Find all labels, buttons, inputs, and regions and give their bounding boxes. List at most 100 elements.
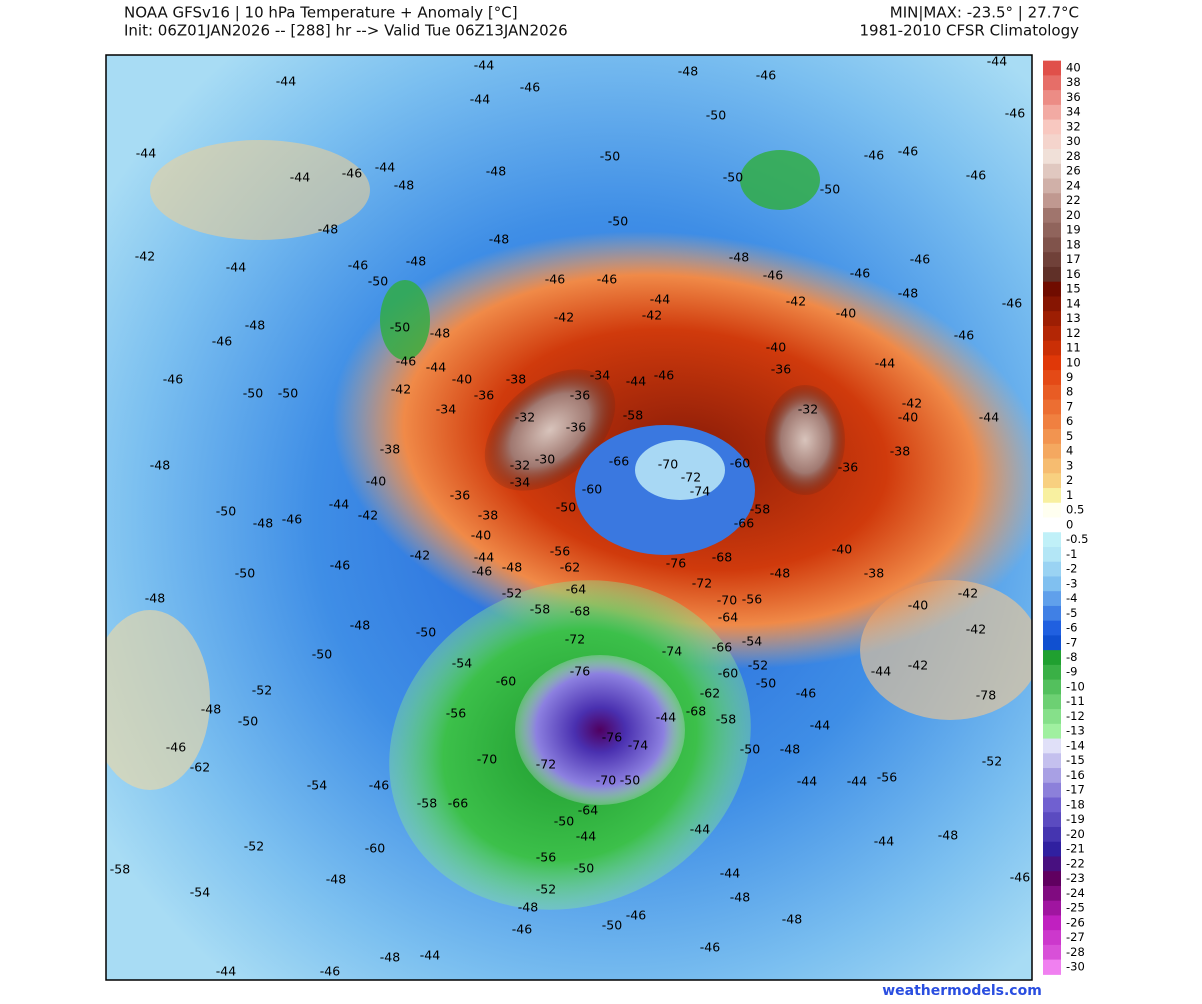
contour-label: -76 <box>666 556 686 571</box>
colorbar-swatch <box>1043 340 1061 356</box>
colorbar-label: -19 <box>1066 812 1085 826</box>
colorbar-swatch <box>1043 782 1061 799</box>
colorbar-swatch <box>1043 252 1061 268</box>
source-link[interactable]: weathermodels.com <box>882 983 1042 999</box>
contour-label: -64 <box>566 582 586 597</box>
contour-label: -50 <box>216 504 236 519</box>
contour-label: -44 <box>797 774 817 789</box>
contour-label: -46 <box>850 266 870 281</box>
contour-label: -52 <box>982 754 1002 769</box>
contour-label: -44 <box>576 829 596 844</box>
colorbar-swatch <box>1043 429 1061 445</box>
colorbar-swatch <box>1043 885 1061 902</box>
contour-label: -50 <box>390 320 410 335</box>
colorbar-label: 0 <box>1066 517 1073 531</box>
contour-label: -48 <box>729 250 749 265</box>
contour-label: -32 <box>798 402 818 417</box>
contour-label: -46 <box>282 512 302 527</box>
contour-label: -38 <box>890 444 910 459</box>
colorbar-label: -4 <box>1066 591 1077 605</box>
min-max: MIN|MAX: -23.5° | 27.7°C <box>890 4 1079 22</box>
contour-label: -60 <box>718 666 738 681</box>
colorbar-swatch <box>1043 900 1061 916</box>
contour-label: -50 <box>602 918 622 933</box>
colorbar-label: -6 <box>1066 621 1077 635</box>
contour-label: -74 <box>662 644 682 659</box>
title: NOAA GFSv16 | 10 hPa Temperature + Anoma… <box>124 4 518 22</box>
contour-label: -44 <box>470 92 490 107</box>
colorbar-swatch <box>1043 414 1061 430</box>
contour-label: -48 <box>326 872 346 887</box>
contour-label: -46 <box>626 908 646 923</box>
contour-label: -58 <box>417 796 437 811</box>
contour-label: -50 <box>278 386 298 401</box>
contour-label: -40 <box>908 598 928 613</box>
colorbar-swatch <box>1043 119 1061 135</box>
contour-label: -72 <box>565 632 585 647</box>
contour-label: -66 <box>448 796 468 811</box>
contour-label: -54 <box>190 885 210 900</box>
colorbar-swatch <box>1043 281 1061 297</box>
colorbar-swatch <box>1043 193 1061 209</box>
contour-label: -38 <box>506 372 526 387</box>
contour-label: -50 <box>620 773 640 788</box>
contour-label: -46 <box>320 964 340 979</box>
contour-label: -66 <box>609 454 629 469</box>
contour-label: -36 <box>450 488 470 503</box>
contour-label: -46 <box>512 922 532 937</box>
contour-label: -50 <box>820 182 840 197</box>
contour-label: -46 <box>545 272 565 287</box>
contour-label: -36 <box>838 460 858 475</box>
colorbar-label: 0.5 <box>1066 503 1084 517</box>
contour-label: -74 <box>690 484 710 499</box>
colorbar-label: 4 <box>1066 444 1073 458</box>
colorbar-swatch <box>1043 871 1061 887</box>
contour-label: -40 <box>452 372 472 387</box>
contour-label: -48 <box>938 828 958 843</box>
colorbar-swatch <box>1043 944 1061 961</box>
contour-label: -42 <box>410 548 430 563</box>
colorbar-label: -16 <box>1066 768 1085 782</box>
contour-label: -42 <box>958 586 978 601</box>
colorbar-label: 8 <box>1066 385 1073 399</box>
contour-label: -44 <box>871 664 891 679</box>
contour-label: -56 <box>742 592 762 607</box>
colorbar-label: 22 <box>1066 193 1081 207</box>
contour-label: -44 <box>426 360 446 375</box>
colorbar-swatch <box>1043 635 1061 651</box>
contour-label: -70 <box>658 457 678 472</box>
contour-label: -46 <box>1010 870 1030 885</box>
contour-label: -48 <box>518 900 538 915</box>
contour-label: -30 <box>535 452 555 467</box>
contour-label: -40 <box>898 410 918 425</box>
contour-label: -34 <box>510 475 530 490</box>
colorbar-label: -28 <box>1066 945 1085 959</box>
colorbar-label: -21 <box>1066 842 1085 856</box>
colorbar-label: 16 <box>1066 267 1081 281</box>
colorbar-swatch <box>1043 149 1061 165</box>
colorbar-label: -0.5 <box>1066 532 1088 546</box>
colorbar-swatch <box>1043 90 1061 106</box>
contour-label: -50 <box>600 149 620 164</box>
contour-label: -50 <box>608 214 628 229</box>
colorbar-swatch <box>1043 915 1061 931</box>
contour-label: -42 <box>642 308 662 323</box>
contour-label: -48 <box>898 286 918 301</box>
contour-label: -72 <box>536 757 556 772</box>
contour-label: -48 <box>782 912 802 927</box>
contour-label: -44 <box>656 710 676 725</box>
contour-label: -48 <box>145 591 165 606</box>
contour-label: -48 <box>201 702 221 717</box>
colorbar-swatch <box>1043 384 1061 401</box>
colorbar-swatch <box>1043 723 1061 740</box>
contour-label: -44 <box>847 774 867 789</box>
contour-label: -34 <box>436 402 456 417</box>
colorbar-label: 12 <box>1066 326 1081 340</box>
colorbar-label: -25 <box>1066 901 1085 915</box>
colorbar-label: 13 <box>1066 311 1081 325</box>
contour-label: -70 <box>596 773 616 788</box>
contour-label: -52 <box>748 658 768 673</box>
contour-label: -46 <box>348 258 368 273</box>
contour-label: -60 <box>496 674 516 689</box>
